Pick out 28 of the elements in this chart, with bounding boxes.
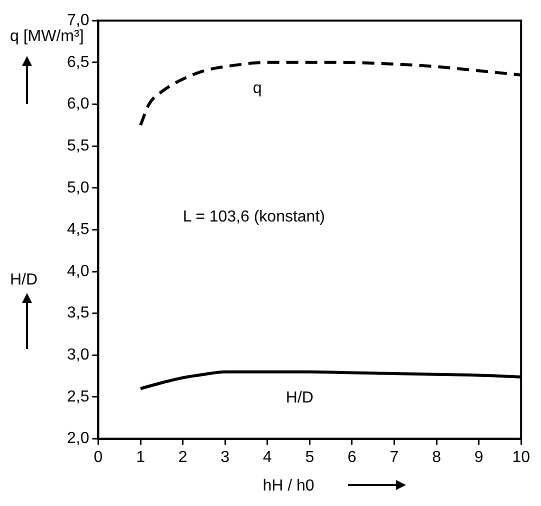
y-tick-label: 7,0 bbox=[66, 12, 90, 30]
x-tick-label: 7 bbox=[390, 448, 399, 466]
series-label: q bbox=[252, 80, 262, 97]
y-tick-label: 4,0 bbox=[66, 262, 90, 280]
annotation: L = 103,6 (konstant) bbox=[182, 208, 325, 226]
x-tick-label: 4 bbox=[262, 448, 272, 466]
x-tick-label: 2 bbox=[178, 448, 188, 466]
y-tick-label: 6,0 bbox=[66, 96, 90, 113]
x-tick-label: 5 bbox=[305, 448, 314, 466]
y-tick-label: 5,5 bbox=[66, 137, 90, 154]
y-tick-label: 3,5 bbox=[66, 304, 90, 322]
x-tick-label: 6 bbox=[348, 448, 357, 466]
x-tick-label: 0 bbox=[94, 448, 103, 466]
y-axis-title: q [MW/m³] bbox=[10, 28, 84, 46]
y-tick-label: 2,0 bbox=[66, 430, 90, 448]
series-label: H/D bbox=[286, 389, 314, 406]
y-tick-label: 6,5 bbox=[66, 54, 90, 71]
y-tick-label: 5,0 bbox=[66, 179, 90, 196]
x-tick-label: 10 bbox=[512, 448, 530, 466]
y-tick-label: 3,0 bbox=[66, 346, 90, 364]
x-tick-label: 9 bbox=[474, 448, 484, 466]
x-axis-title: hH / h0 bbox=[262, 477, 314, 494]
x-tick-label: 1 bbox=[136, 448, 146, 466]
x-tick-label: 8 bbox=[432, 448, 442, 466]
y-tick-label: 2,5 bbox=[66, 388, 90, 406]
x-tick-label: 3 bbox=[220, 448, 230, 466]
y-tick-label: 4,5 bbox=[66, 221, 90, 238]
text: H/D bbox=[10, 271, 38, 288]
